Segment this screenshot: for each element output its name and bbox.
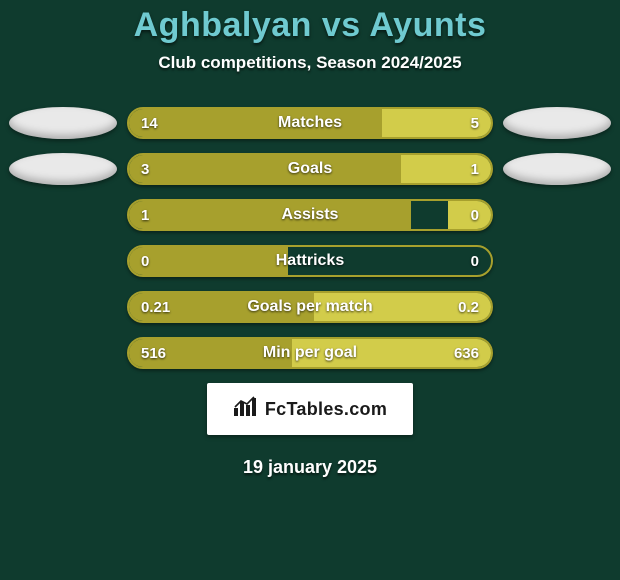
player-left-marker bbox=[9, 107, 117, 139]
stat-bar: Matches145 bbox=[127, 107, 493, 139]
source-badge: FcTables.com bbox=[207, 383, 413, 435]
spacer bbox=[503, 245, 611, 277]
stat-bar-left-fill bbox=[129, 109, 382, 137]
stat-bar-left-fill bbox=[129, 339, 292, 367]
stat-bar: Assists10 bbox=[127, 199, 493, 231]
stat-bar-right-fill bbox=[382, 109, 491, 137]
spacer bbox=[9, 245, 117, 277]
spacer bbox=[9, 199, 117, 231]
spacer bbox=[9, 337, 117, 369]
stat-bar: Goals per match0.210.2 bbox=[127, 291, 493, 323]
stat-bar-left-fill bbox=[129, 247, 288, 275]
stat-bar-left-fill bbox=[129, 293, 314, 321]
spacer bbox=[503, 337, 611, 369]
stat-bar-left-fill bbox=[129, 201, 411, 229]
title-vs: vs bbox=[312, 6, 369, 44]
stat-bar: Hattricks00 bbox=[127, 245, 493, 277]
title-left-name: Aghbalyan bbox=[134, 6, 312, 44]
stat-bar-left-fill bbox=[129, 155, 401, 183]
subtitle: Club competitions, Season 2024/2025 bbox=[0, 53, 620, 73]
stage: Aghbalyan vs Ayunts Club competitions, S… bbox=[0, 0, 620, 580]
player-left-marker bbox=[9, 153, 117, 185]
title-right-name: Ayunts bbox=[369, 6, 486, 44]
stat-row: Assists10 bbox=[9, 199, 611, 231]
stat-bar-right-fill bbox=[401, 155, 492, 183]
badge-text: FcTables.com bbox=[265, 399, 387, 420]
stat-bar: Goals31 bbox=[127, 153, 493, 185]
stat-bar-right-fill bbox=[314, 293, 491, 321]
stat-bar-right-fill bbox=[448, 201, 491, 229]
comparison-chart: Matches145 Goals31 Assists10 Hattricks00 Goa… bbox=[0, 107, 620, 369]
stat-bar-right-fill bbox=[292, 339, 491, 367]
bar-chart-icon bbox=[233, 396, 257, 423]
player-right-marker bbox=[503, 107, 611, 139]
spacer bbox=[9, 291, 117, 323]
stat-right-value: 0 bbox=[471, 247, 479, 275]
page-title: Aghbalyan vs Ayunts bbox=[0, 0, 620, 45]
footer-date: 19 january 2025 bbox=[0, 457, 620, 478]
spacer bbox=[503, 291, 611, 323]
stat-row: Goals31 bbox=[9, 153, 611, 185]
stat-row: Min per goal516636 bbox=[9, 337, 611, 369]
stat-row: Hattricks00 bbox=[9, 245, 611, 277]
player-right-marker bbox=[503, 153, 611, 185]
spacer bbox=[503, 199, 611, 231]
stat-bar: Min per goal516636 bbox=[127, 337, 493, 369]
stat-row: Matches145 bbox=[9, 107, 611, 139]
stat-row: Goals per match0.210.2 bbox=[9, 291, 611, 323]
